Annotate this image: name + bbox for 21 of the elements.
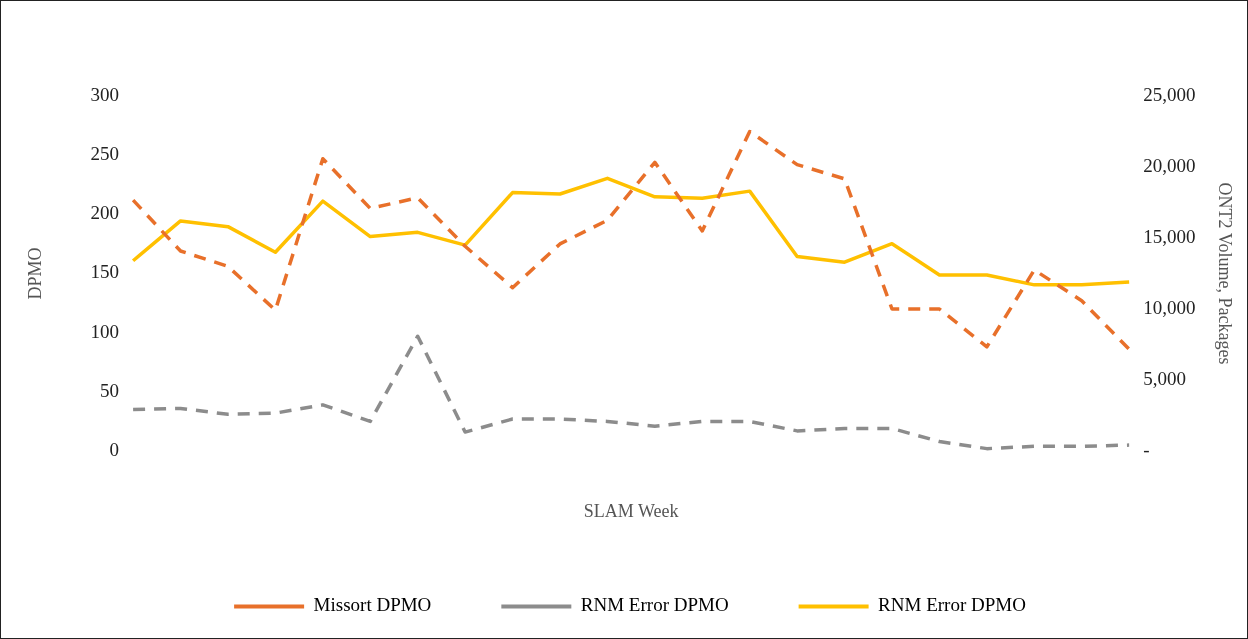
y-tick-label: 300 — [90, 83, 120, 105]
line-series — [131, 334, 1131, 451]
line-series — [131, 129, 1131, 351]
y-tick-label: 0 — [109, 438, 120, 460]
y-tick-label: 200 — [90, 202, 120, 224]
y-tick-label: 100 — [90, 320, 120, 342]
legend-label: RNM Error DPMO — [580, 594, 729, 616]
y-tick-label: 150 — [90, 261, 120, 283]
y-axis-title: DPMO — [24, 247, 45, 300]
legend-label: RNM Error DPMO — [878, 594, 1026, 616]
y2-tick-label: 25,000 — [1143, 83, 1196, 105]
y2-tick-label: 10,000 — [1143, 296, 1196, 318]
y2-tick-label: - — [1143, 438, 1150, 460]
y2-axis-title: ONT2 Volume, Packages — [1215, 182, 1236, 365]
y-tick-label: 50 — [100, 379, 120, 401]
legend-label: Missort DPMO — [313, 594, 432, 616]
y2-tick-label: 20,000 — [1143, 154, 1196, 176]
y2-tick-label: 5,000 — [1143, 367, 1186, 389]
y2-tick-label: 15,000 — [1143, 225, 1196, 247]
y-tick-label: 250 — [90, 143, 120, 165]
x-axis-title: SLAM Week — [583, 500, 679, 521]
